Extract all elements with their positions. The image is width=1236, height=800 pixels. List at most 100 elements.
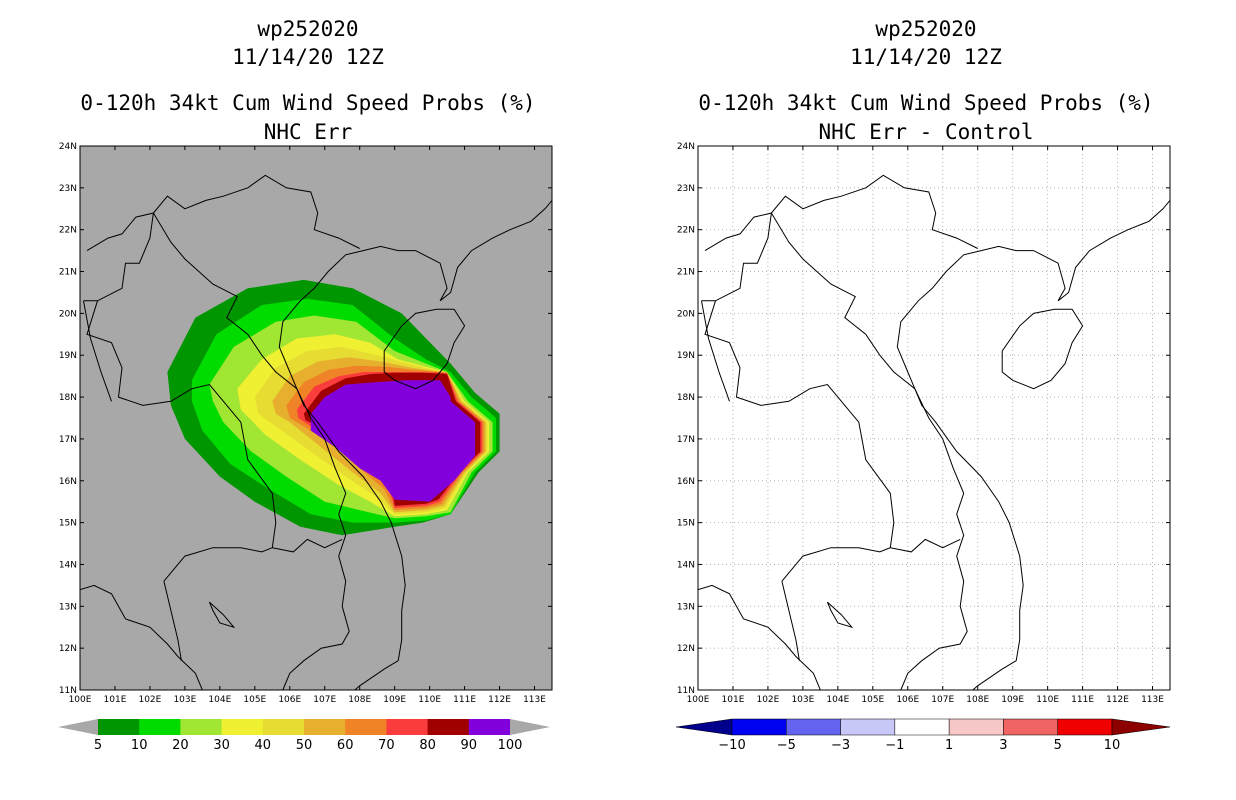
country-border [86, 174, 360, 252]
colorbar-low-triangle [58, 719, 98, 735]
colorbar-box [221, 719, 264, 735]
y-tick-label: 14N [59, 560, 77, 570]
x-tick-label: 100E [687, 695, 710, 705]
country-border [701, 300, 730, 402]
colorbar-box [345, 719, 387, 735]
colorbar-label: 20 [172, 738, 189, 753]
x-tick-label: 110E [418, 695, 441, 705]
map-frame [697, 145, 1171, 691]
country-border [86, 300, 343, 553]
colorbar-label: −10 [718, 738, 745, 753]
colorbar-low-triangle [675, 718, 733, 736]
colorbar-box [731, 718, 787, 736]
y-tick-label: 17N [677, 435, 695, 445]
colorbar-box [304, 719, 346, 735]
colorbar-label: 90 [461, 738, 478, 753]
left-product-title: 0-120h 34kt Cum Wind Speed Probs (%) [80, 91, 536, 115]
y-tick-label: 17N [59, 435, 77, 445]
colorbar-high-triangle [1111, 718, 1171, 736]
left-subtitle: NHC Err [263, 120, 353, 144]
x-tick-label: 113E [1141, 695, 1164, 705]
x-tick-label: 106E [278, 695, 301, 705]
y-tick-label: 23N [677, 184, 695, 194]
colorbar-box [1057, 718, 1113, 736]
x-tick-label: 111E [453, 695, 476, 705]
country-border [781, 581, 800, 661]
map-frame [79, 145, 553, 691]
x-tick-label: 101E [722, 695, 745, 705]
colorbar-label: 3 [999, 738, 1007, 753]
y-tick-label: 20N [59, 309, 77, 319]
colorbar-box [180, 719, 223, 735]
colorbar-label: 1 [945, 738, 953, 753]
country-border [704, 300, 961, 553]
country-border [83, 300, 112, 402]
y-tick-label: 14N [677, 560, 695, 570]
lake-outline [208, 601, 236, 629]
x-tick-label: 100E [69, 695, 92, 705]
colorbar-box [468, 719, 511, 735]
y-tick-label: 19N [677, 351, 695, 361]
colorbar: −10 −5 −3 −1 1 3 5 10 [675, 718, 1171, 753]
y-tick-label: 22N [59, 226, 77, 236]
x-tick-label: 112E [488, 695, 511, 705]
x-tick-label: 111E [1071, 695, 1094, 705]
colorbar-box [262, 719, 305, 735]
country-border [163, 547, 273, 582]
prob-contour-90 [310, 380, 476, 502]
country-border [781, 547, 891, 582]
hainan-island-outline [1001, 308, 1084, 390]
colorbar-box [894, 718, 950, 736]
x-tick-label: 108E [966, 695, 989, 705]
country-border [163, 581, 182, 661]
map-background [698, 146, 1170, 690]
colorbar-label: −1 [885, 738, 904, 753]
y-tick-label: 18N [59, 393, 77, 403]
colorbar-label: 40 [255, 738, 272, 753]
y-tick-label: 15N [677, 519, 695, 529]
colorbar-label: −3 [831, 738, 850, 753]
y-tick-label: 18N [677, 393, 695, 403]
country-border [152, 212, 350, 690]
y-tick-label: 16N [677, 477, 695, 487]
y-tick-label: 24N [677, 142, 695, 152]
colorbar-box [1003, 718, 1058, 736]
map-area [80, 174, 552, 690]
x-tick-label: 108E [348, 695, 371, 705]
colorbar-box [98, 719, 140, 735]
colorbar-label: 10 [1104, 738, 1121, 753]
y-tick-label: 22N [677, 226, 695, 236]
right-subtitle: NHC Err - Control [818, 120, 1034, 144]
x-tick-label: 109E [383, 695, 406, 705]
colorbar-label: 70 [378, 738, 395, 753]
colorbar-high-triangle [510, 719, 550, 735]
colorbar-label: 100 [498, 738, 523, 753]
country-border [704, 174, 978, 252]
x-tick-label: 105E [243, 695, 266, 705]
right-storm-id: wp252020 [875, 17, 977, 41]
left-storm-id: wp252020 [257, 17, 359, 41]
coastline [80, 199, 552, 690]
x-tick-label: 109E [1001, 695, 1024, 705]
y-tick-label: 23N [59, 184, 77, 194]
map-area [698, 146, 1170, 690]
colorbar-label: 10 [131, 738, 148, 753]
colorbar-box [786, 718, 841, 736]
y-tick-label: 24N [59, 142, 77, 152]
country-border [770, 212, 968, 690]
x-tick-label: 105E [861, 695, 884, 705]
x-tick-label: 102E [138, 695, 161, 705]
x-tick-label: 101E [104, 695, 127, 705]
right-datetime: 11/14/20 12Z [850, 45, 1002, 69]
x-tick-label: 104E [208, 695, 231, 705]
colorbar-box [427, 719, 470, 735]
x-tick-label: 103E [173, 695, 196, 705]
right-product-title: 0-120h 34kt Cum Wind Speed Probs (%) [698, 91, 1154, 115]
colorbar-label: 30 [213, 738, 230, 753]
x-tick-label: 113E [523, 695, 546, 705]
colorbar-label: 5 [94, 738, 102, 753]
x-tick-label: 104E [826, 695, 849, 705]
y-tick-label: 19N [59, 351, 77, 361]
y-tick-label: 20N [677, 309, 695, 319]
x-tick-label: 102E [756, 695, 779, 705]
